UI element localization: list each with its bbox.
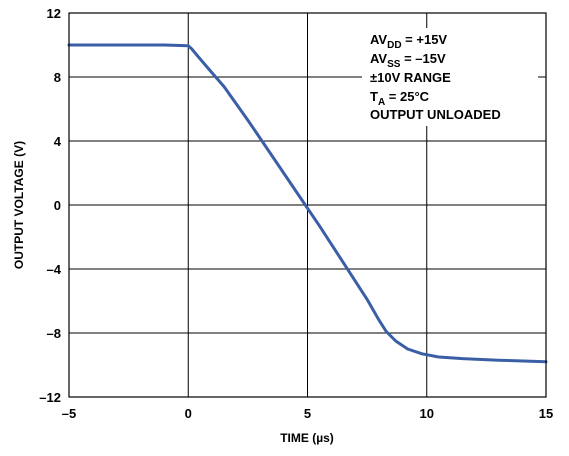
y-axis-label: OUTPUT VOLTAGE (V) [12, 141, 26, 269]
x-tick-label: 15 [539, 406, 553, 421]
y-tick-label: 4 [54, 134, 62, 149]
conditions-annotation: AVDD = +15V AVSS = –15V ±10V RANGE TA = … [370, 32, 501, 122]
x-tick-label: 5 [304, 406, 311, 421]
annotation-avdd: AVDD = +15V [370, 32, 447, 51]
annotation-avss: AVSS = –15V [370, 51, 446, 70]
y-tick-label: 12 [47, 6, 61, 21]
plot-frame [68, 12, 547, 398]
x-tick-label: 10 [420, 406, 434, 421]
annotation-range: ±10V RANGE [370, 70, 451, 85]
y-tick-label: –12 [39, 390, 61, 405]
y-tick-label: –4 [47, 262, 62, 277]
x-tick-label: –5 [62, 406, 76, 421]
y-tick-label: 0 [54, 198, 61, 213]
x-axis-label: TIME (µs) [280, 431, 334, 445]
annotation-background [362, 28, 538, 126]
output-voltage-line [67, 43, 548, 364]
y-tick-labels: 12 8 4 0 –4 –8 –12 [39, 6, 61, 405]
annotation-output-unloaded: OUTPUT UNLOADED [370, 107, 501, 122]
y-tick-label: –8 [47, 326, 61, 341]
x-tick-labels: –5 0 5 10 15 [62, 406, 553, 421]
series-layer [67, 43, 548, 364]
annotation-temperature: TA = 25°C [370, 89, 430, 108]
x-tick-label: 0 [185, 406, 192, 421]
y-tick-label: 8 [54, 70, 61, 85]
